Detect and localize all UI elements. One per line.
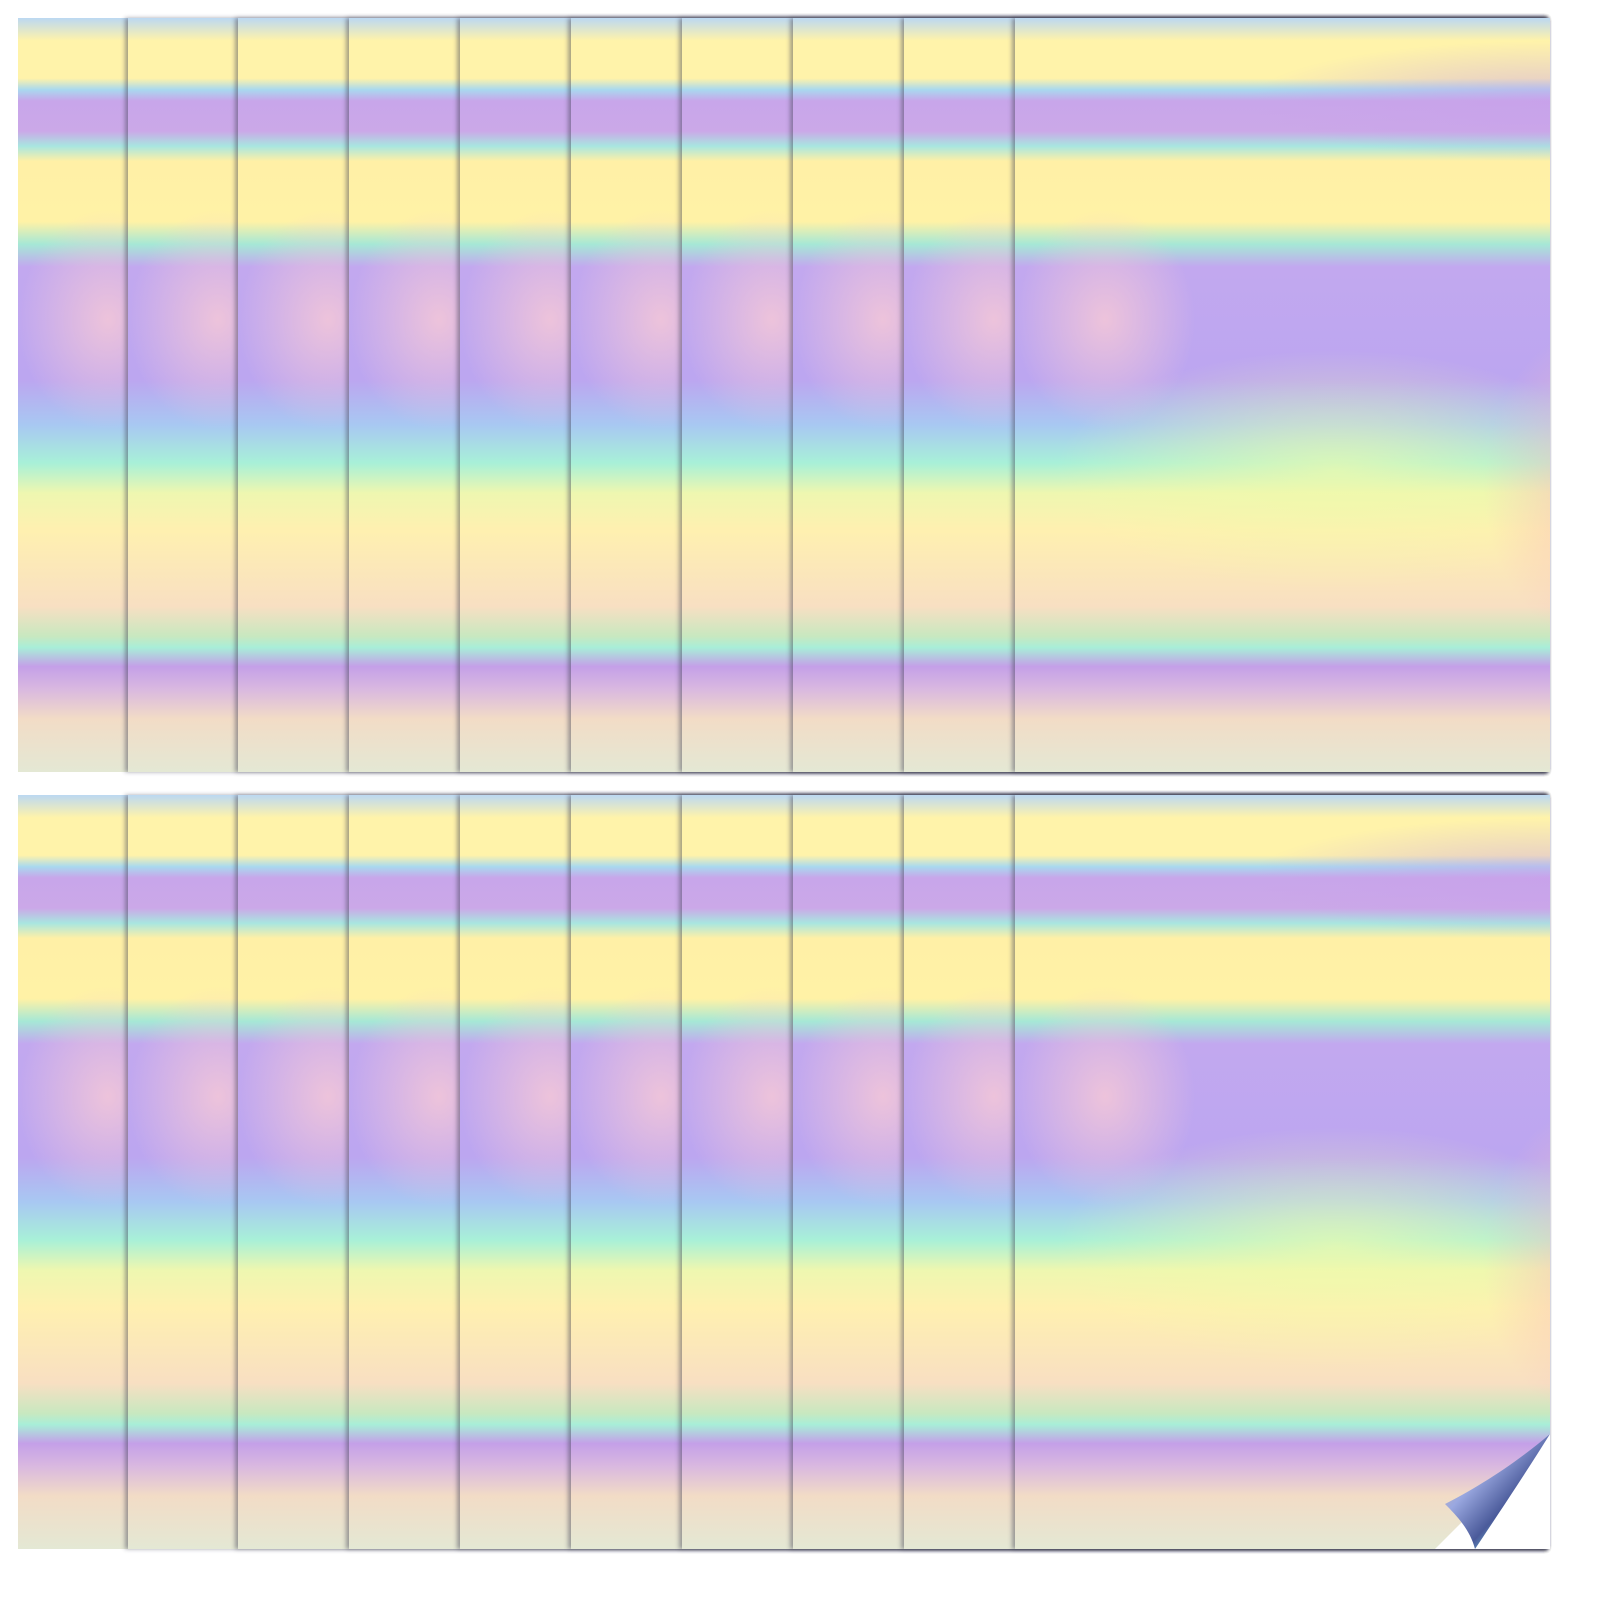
holographic-sheet-stack-bottom [18,795,1550,1549]
holographic-sheet-front [1015,18,1550,772]
holographic-sheet-front [1015,795,1550,1549]
peeled-corner-curl [1435,1434,1550,1549]
holographic-sheet-stack-top [18,18,1550,772]
